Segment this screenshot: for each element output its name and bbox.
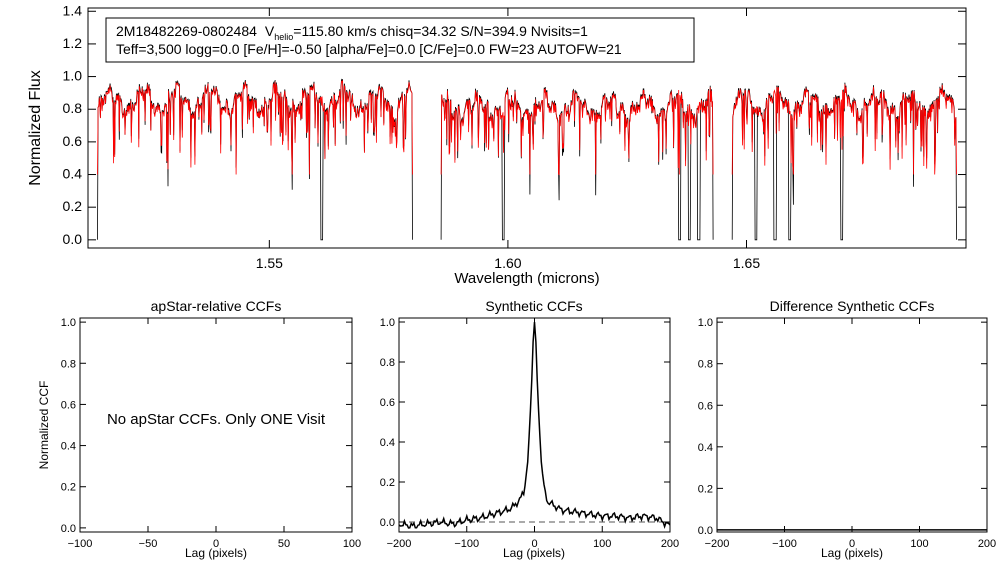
difference-ccf-panel: −200 −100 0 100 200 0.0 0.2 0.4 0.6 0.8 1.0 Differ… bbox=[698, 298, 996, 560]
vhelio-subscript: helio bbox=[274, 32, 293, 42]
synthetic-ccf-title: Synthetic CCFs bbox=[485, 298, 582, 314]
x-tick-label: 0 bbox=[849, 538, 855, 550]
x-tick-label: 0 bbox=[531, 538, 537, 550]
vhelio-symbol: V bbox=[265, 23, 275, 39]
info-box-line1: 2M18482269-0802484 Vhelio=115.80 km/s chi… bbox=[116, 23, 588, 42]
model-spectrum-line bbox=[97, 79, 957, 176]
spectrum-ylabel: Normalized Flux bbox=[27, 70, 44, 186]
spectrum-frame bbox=[87, 7, 967, 249]
x-tick-label: 50 bbox=[278, 538, 290, 550]
x-tick-label: −100 bbox=[454, 538, 479, 550]
y-tick-label: 0.0 bbox=[698, 525, 713, 537]
model-spectrum-series bbox=[97, 79, 957, 176]
y-tick-label: 0.6 bbox=[698, 400, 713, 412]
apstar-ccf-title: apStar-relative CCFs bbox=[151, 298, 282, 314]
x-tick-label: 100 bbox=[593, 538, 611, 550]
x-tick-label: 100 bbox=[343, 538, 361, 550]
y-tick-label: 0.0 bbox=[380, 517, 395, 529]
y-tick-label: 0.6 bbox=[380, 397, 395, 409]
y-tick-label: 0.4 bbox=[63, 166, 83, 182]
y-tick-label: 1.4 bbox=[63, 2, 83, 18]
synthetic-ccf-xlabel: Lag (pixels) bbox=[503, 546, 565, 560]
x-tick-label: 1.65 bbox=[733, 255, 760, 271]
x-tick-label: −200 bbox=[387, 538, 412, 550]
y-tick-label: 0.4 bbox=[698, 442, 713, 454]
x-tick-label: −50 bbox=[139, 538, 158, 550]
y-tick-label: 1.2 bbox=[63, 35, 83, 51]
star-id: 2M18482269-0802484 bbox=[116, 23, 257, 39]
x-tick-label: −200 bbox=[705, 538, 730, 550]
spectrum-panel: 1.55 1.60 1.65 0.0 0.2 0.4 0.6 0.8 1.0 1.2 1.4 2M1… bbox=[27, 2, 967, 287]
x-tick-label: 1.60 bbox=[494, 255, 521, 271]
difference-ccf-xlabel: Lag (pixels) bbox=[821, 546, 883, 560]
spectrum-xlabel: Wavelength (microns) bbox=[454, 270, 599, 287]
y-tick-label: 0.2 bbox=[63, 198, 83, 214]
y-tick-label: 0.8 bbox=[380, 357, 395, 369]
apstar-ccf-panel: −100 −50 0 50 100 0.0 0.2 0.4 0.6 0.8 1.0 apStar-r… bbox=[37, 298, 361, 560]
difference-ccf-frame bbox=[716, 317, 988, 533]
y-tick-label: 0.4 bbox=[61, 441, 76, 453]
apstar-ccf-xlabel: Lag (pixels) bbox=[185, 546, 247, 560]
x-tick-label: 100 bbox=[910, 538, 928, 550]
y-tick-label: 0.0 bbox=[61, 523, 76, 535]
difference-ccf-ticks: −200 −100 0 100 200 0.0 0.2 0.4 0.6 0.8 1.0 bbox=[698, 317, 996, 550]
info-box bbox=[105, 17, 695, 63]
y-tick-label: 0.0 bbox=[63, 231, 83, 247]
info-box-line2: Teff=3,500 logg=0.0 [Fe/H]=-0.50 [alpha/… bbox=[116, 41, 622, 57]
x-tick-label: 200 bbox=[661, 538, 679, 550]
y-tick-label: 1.0 bbox=[61, 317, 76, 329]
y-tick-label: 0.8 bbox=[63, 100, 83, 116]
y-tick-label: 1.0 bbox=[380, 317, 395, 329]
x-tick-label: 200 bbox=[978, 538, 996, 550]
synthetic-ccf-ticks: −200 −100 0 100 200 0.0 0.2 0.4 0.6 0.8 1.0 bbox=[380, 317, 679, 550]
y-tick-label: 0.8 bbox=[698, 359, 713, 371]
y-tick-label: 0.4 bbox=[380, 437, 395, 449]
x-tick-label: 1.55 bbox=[256, 255, 283, 271]
synthetic-ccf-line bbox=[398, 321, 671, 530]
y-tick-label: 1.0 bbox=[63, 68, 83, 84]
y-tick-label: 0.2 bbox=[380, 477, 395, 489]
x-tick-label: −100 bbox=[68, 538, 93, 550]
y-tick-label: 0.8 bbox=[61, 358, 76, 370]
apstar-ccf-ticks: −100 −50 0 50 100 0.0 0.2 0.4 0.6 0.8 1.0 bbox=[61, 317, 361, 550]
y-tick-label: 0.6 bbox=[63, 133, 83, 149]
y-tick-label: 1.0 bbox=[698, 317, 713, 329]
x-tick-label: −100 bbox=[772, 538, 797, 550]
x-tick-label: 0 bbox=[213, 538, 219, 550]
spectrum-ticks: 1.55 1.60 1.65 0.0 0.2 0.4 0.6 0.8 1.0 1.2 1.4 bbox=[63, 2, 966, 271]
difference-ccf-title: Difference Synthetic CCFs bbox=[770, 298, 935, 314]
synthetic-ccf-panel: −200 −100 0 100 200 0.0 0.2 0.4 0.6 0.8 1.0 Synthe… bbox=[380, 298, 679, 560]
no-ccf-annotation: No apStar CCFs. Only ONE Visit bbox=[107, 411, 326, 428]
y-tick-label: 0.2 bbox=[61, 482, 76, 494]
y-tick-label: 0.2 bbox=[698, 483, 713, 495]
info-box-line1-values: =115.80 km/s chisq=34.32 S/N=394.9 Nvisi… bbox=[293, 23, 588, 39]
synthetic-ccf-frame bbox=[398, 317, 671, 533]
y-tick-label: 0.6 bbox=[61, 399, 76, 411]
apstar-ccf-ylabel: Normalized CCF bbox=[37, 381, 51, 470]
